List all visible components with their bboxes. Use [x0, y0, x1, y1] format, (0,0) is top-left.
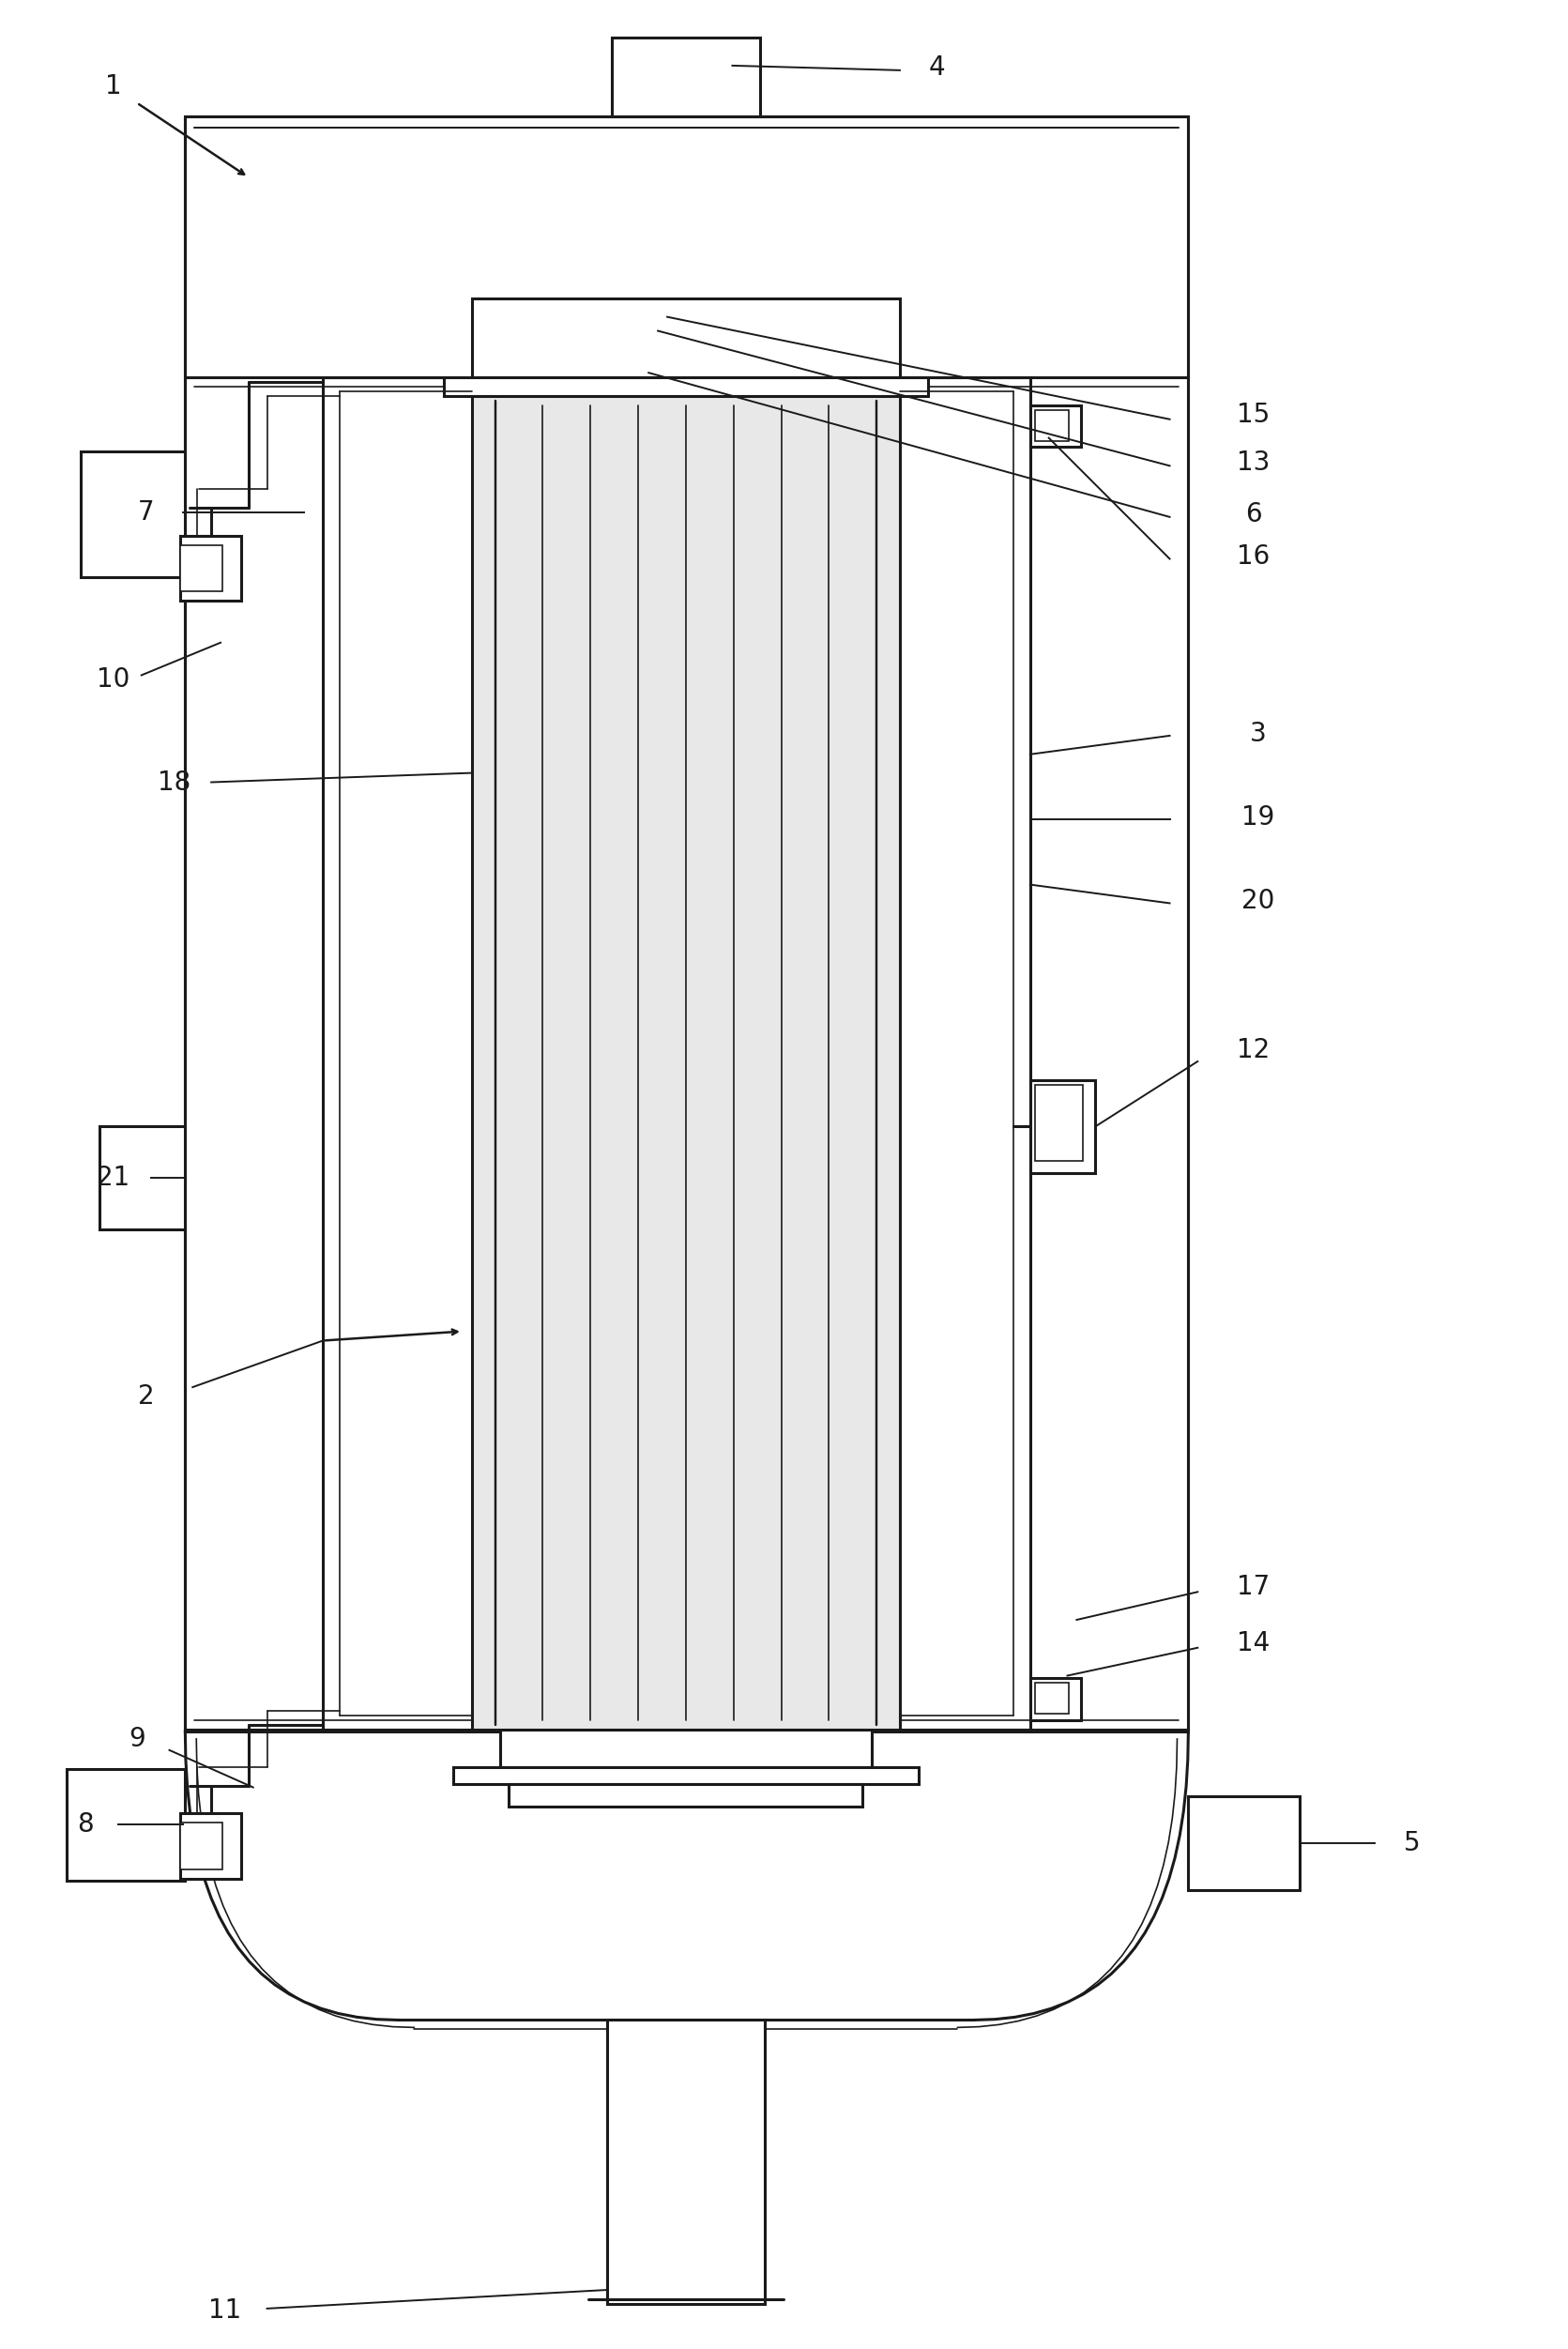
Bar — [444, 378, 928, 397]
Text: 18: 18 — [157, 768, 191, 796]
Bar — [472, 298, 900, 378]
Bar — [180, 1823, 223, 1870]
Text: 15: 15 — [1237, 402, 1270, 428]
Bar — [1030, 1081, 1096, 1172]
Text: 19: 19 — [1242, 803, 1275, 832]
Text: 21: 21 — [97, 1165, 130, 1191]
Bar — [185, 117, 1189, 1731]
Text: 1: 1 — [105, 73, 122, 99]
Bar — [1035, 1684, 1069, 1715]
Bar — [500, 1729, 872, 1766]
Bar — [1030, 406, 1082, 446]
Text: 16: 16 — [1237, 543, 1270, 568]
Text: 13: 13 — [1237, 451, 1270, 477]
Text: 20: 20 — [1242, 888, 1275, 914]
Bar — [180, 1813, 241, 1879]
Bar — [1035, 1085, 1083, 1160]
Bar — [1030, 1680, 1082, 1719]
Bar — [453, 1766, 919, 1783]
Bar — [100, 1128, 185, 1229]
Text: 12: 12 — [1237, 1038, 1270, 1064]
Bar — [180, 536, 241, 601]
Text: 11: 11 — [209, 2297, 241, 2323]
Bar — [82, 451, 185, 578]
Text: 17: 17 — [1237, 1574, 1270, 1600]
Text: 9: 9 — [129, 1727, 146, 1752]
Text: 6: 6 — [1245, 500, 1262, 526]
Text: 2: 2 — [138, 1384, 154, 1409]
Bar — [607, 2020, 765, 2304]
Text: 7: 7 — [138, 500, 154, 526]
Text: 14: 14 — [1237, 1630, 1270, 1656]
Bar — [67, 1769, 185, 1882]
Bar — [1189, 1797, 1300, 1889]
Text: 4: 4 — [928, 54, 946, 80]
Text: 8: 8 — [77, 1811, 94, 1837]
Bar — [472, 397, 900, 1729]
Text: 5: 5 — [1403, 1830, 1421, 1856]
Text: 10: 10 — [97, 667, 130, 693]
Bar — [180, 545, 223, 592]
Text: 3: 3 — [1250, 721, 1267, 747]
Bar — [510, 1783, 862, 1806]
Bar — [612, 38, 760, 117]
Bar — [1035, 411, 1069, 442]
